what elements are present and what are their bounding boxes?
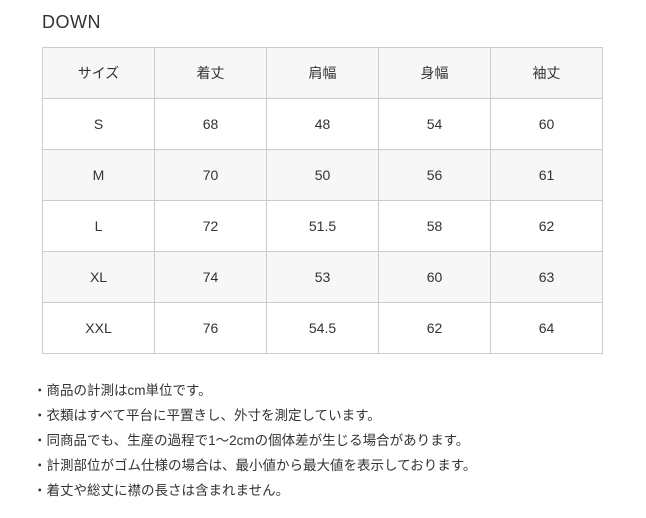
size-chart-table: サイズ 着丈 肩幅 身幅 袖丈 S 68 48 54 60 M 70 50 56… <box>42 47 603 354</box>
table-row-m: M 70 50 56 61 <box>42 149 603 201</box>
cell-value: 60 <box>490 98 603 150</box>
size-label: S <box>42 98 155 150</box>
note-flat-measurement: ・衣類はすべて平台に平置きし、外寸を測定しています。 <box>33 408 381 423</box>
cell-value: 62 <box>490 200 603 252</box>
cell-value: 76 <box>154 302 267 354</box>
column-header-shoulder-width: 肩幅 <box>266 47 379 99</box>
size-label: M <box>42 149 155 201</box>
cell-value: 54.5 <box>266 302 379 354</box>
table-row-xxl: XXL 76 54.5 62 64 <box>42 302 603 354</box>
cell-value: 68 <box>154 98 267 150</box>
column-header-sleeve-length: 袖丈 <box>490 47 603 99</box>
cell-value: 72 <box>154 200 267 252</box>
table-row-s: S 68 48 54 60 <box>42 98 603 150</box>
table-row-l: L 72 51.5 58 62 <box>42 200 603 252</box>
cell-value: 61 <box>490 149 603 201</box>
note-individual-difference: ・同商品でも、生産の過程で1～2cmの個体差が生じる場合があります。 <box>33 433 470 448</box>
cell-value: 62 <box>378 302 491 354</box>
column-header-body-width: 身幅 <box>378 47 491 99</box>
header-row: サイズ 着丈 肩幅 身幅 袖丈 <box>42 47 603 99</box>
cell-value: 53 <box>266 251 379 303</box>
cell-value: 48 <box>266 98 379 150</box>
size-chart-header: サイズ 着丈 肩幅 身幅 袖丈 <box>42 47 603 99</box>
size-label: L <box>42 200 155 252</box>
size-chart-section: DOWN サイズ 着丈 肩幅 身幅 袖丈 S 68 48 54 60 M 70 … <box>33 12 646 503</box>
measurement-notes: ・商品の計測はcm単位です。 ・衣類はすべて平台に平置きし、外寸を測定しています… <box>33 378 646 503</box>
cell-value: 51.5 <box>266 200 379 252</box>
cell-value: 74 <box>154 251 267 303</box>
cell-value: 70 <box>154 149 267 201</box>
column-header-body-length: 着丈 <box>154 47 267 99</box>
cell-value: 56 <box>378 149 491 201</box>
cell-value: 50 <box>266 149 379 201</box>
cell-value: 63 <box>490 251 603 303</box>
note-elastic-parts: ・計測部位がゴム仕様の場合は、最小値から最大値を表示しております。 <box>33 458 477 473</box>
cell-value: 54 <box>378 98 491 150</box>
column-header-size: サイズ <box>42 47 155 99</box>
table-row-xl: XL 74 53 60 63 <box>42 251 603 303</box>
note-collar-excluded: ・着丈や総丈に襟の長さは含まれません。 <box>33 483 290 498</box>
cell-value: 64 <box>490 302 603 354</box>
size-label: XL <box>42 251 155 303</box>
page-title: DOWN <box>42 12 101 32</box>
size-label: XXL <box>42 302 155 354</box>
cell-value: 60 <box>378 251 491 303</box>
cell-value: 58 <box>378 200 491 252</box>
size-chart-body: S 68 48 54 60 M 70 50 56 61 L 72 51.5 58… <box>42 98 603 354</box>
note-measurement-unit: ・商品の計測はcm単位です。 <box>33 383 212 398</box>
